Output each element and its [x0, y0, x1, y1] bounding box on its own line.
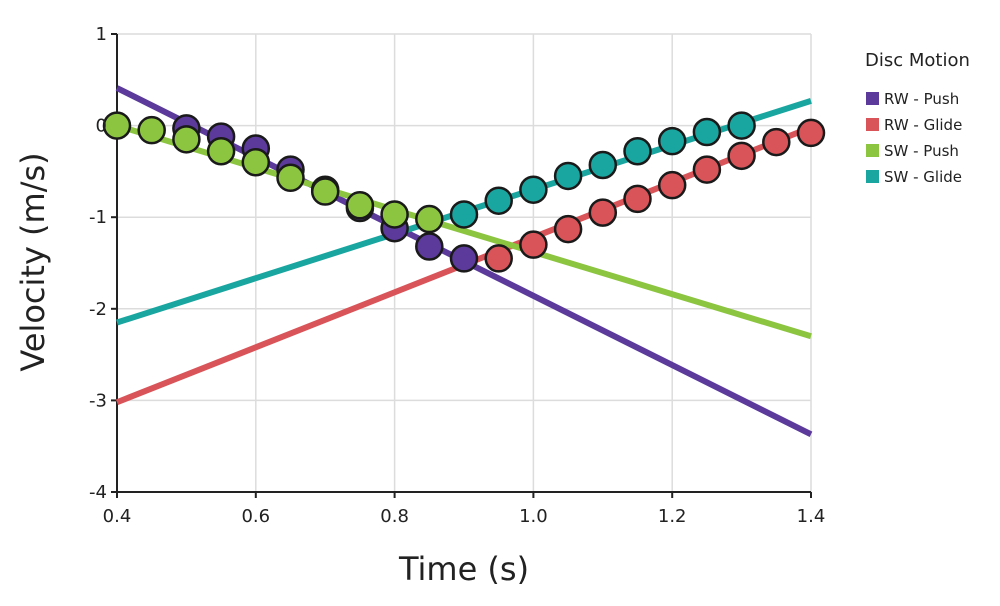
data-point [172, 125, 201, 154]
x-axis-title: Time (s) [398, 550, 529, 588]
x-tick-label: 1.2 [658, 506, 687, 527]
legend-label: SW - Glide [884, 168, 962, 186]
legend-label: SW - Push [884, 142, 959, 160]
legend-swatch [866, 144, 879, 157]
data-point [484, 244, 513, 273]
data-point [415, 204, 444, 234]
legend-items: RW - Push RW - Glide SW - Push SW - Glide [866, 90, 962, 186]
data-point [588, 198, 618, 227]
x-tick-label: 1.4 [797, 506, 826, 527]
data-point [692, 117, 722, 147]
y-tick-label: -1 [89, 207, 107, 228]
x-tick-label: 0.8 [380, 506, 409, 527]
legend-swatch [866, 170, 879, 183]
data-point [102, 111, 132, 140]
data-point [449, 200, 479, 229]
data-point [519, 230, 548, 259]
legend-swatch [866, 118, 879, 131]
legend: Disc Motion RW - Push RW - Glide SW - Push… [865, 50, 970, 186]
data-point [241, 147, 271, 177]
data-point [553, 161, 583, 191]
y-tick-label: 0 [96, 116, 107, 137]
y-axis-title: Velocity (m/s) [14, 152, 52, 371]
y-tick-label: -2 [89, 299, 107, 320]
x-tick-label: 1.0 [519, 506, 548, 527]
y-tick-label: 1 [96, 24, 107, 45]
data-points [102, 111, 826, 273]
data-point [415, 232, 444, 261]
tick-labels: 0.4 0.6 0.8 1.0 1.2 1.4 -4 -3 -2 -1 0 1 [89, 24, 825, 527]
data-point [553, 214, 583, 244]
x-tick-label: 0.4 [103, 506, 132, 527]
data-point [310, 177, 340, 206]
legend-label: RW - Glide [884, 116, 962, 134]
data-point [137, 115, 166, 145]
data-point [623, 184, 652, 214]
data-point [449, 244, 479, 273]
data-point [484, 186, 513, 215]
data-point [623, 136, 652, 166]
legend-label: RW - Push [884, 90, 959, 108]
data-point [657, 126, 687, 156]
y-tick-label: -3 [89, 390, 107, 411]
data-point [657, 170, 687, 200]
legend-title: Disc Motion [865, 50, 970, 71]
x-tick-label: 0.6 [241, 506, 270, 527]
data-point [692, 155, 722, 184]
data-point [380, 200, 409, 229]
data-point [519, 175, 548, 204]
data-point [345, 191, 375, 220]
data-point [588, 150, 618, 180]
data-point [796, 118, 826, 148]
legend-swatch [866, 92, 879, 105]
data-point [762, 127, 791, 157]
y-tick-label: -4 [89, 482, 107, 503]
data-point [727, 141, 756, 171]
data-point [206, 136, 236, 166]
data-point [276, 163, 305, 193]
data-point [727, 111, 756, 140]
fit-line [116, 122, 812, 340]
